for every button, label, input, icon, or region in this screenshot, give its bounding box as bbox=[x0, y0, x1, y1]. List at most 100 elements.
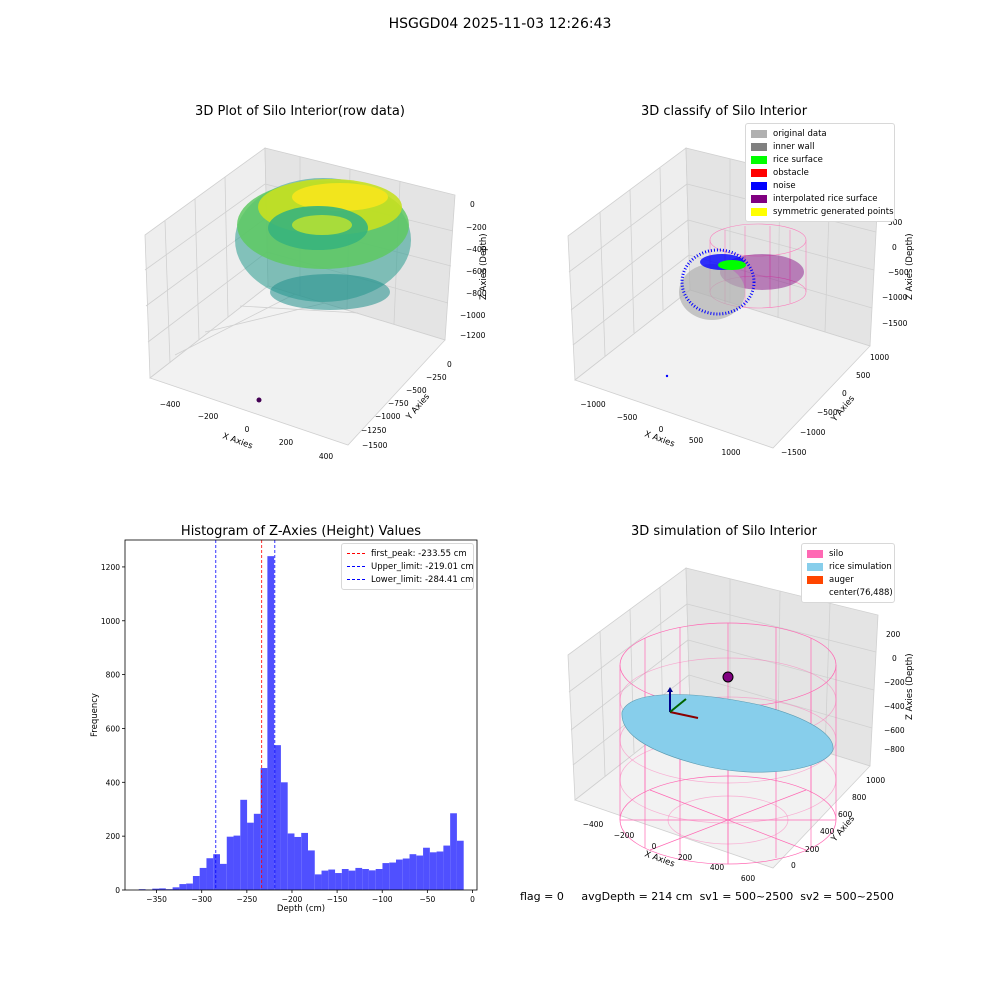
simulation-xtick: 200 bbox=[678, 853, 693, 862]
legend-line bbox=[347, 566, 365, 567]
simulation-panel-title: 3D simulation of Silo Interior bbox=[631, 524, 817, 539]
histogram-ytick-label: 1200 bbox=[101, 563, 120, 572]
simulation-xtick: 600 bbox=[741, 874, 756, 883]
histogram-xtick-label: −250 bbox=[237, 895, 258, 904]
legend-swatch bbox=[751, 207, 767, 216]
raw-ytick: −500 bbox=[406, 386, 427, 395]
classify-original-data bbox=[679, 264, 745, 320]
legend-swatch bbox=[807, 575, 823, 584]
simulation-zlabel: Z Axies (Depth) bbox=[905, 653, 915, 720]
histogram-bars bbox=[138, 556, 464, 890]
histogram-ylabel: Frequency bbox=[90, 693, 100, 737]
raw-ytick: 0 bbox=[447, 360, 452, 369]
raw-ztick: −1200 bbox=[460, 331, 486, 340]
raw-zlabel: Z Axies (Depth) bbox=[479, 233, 489, 300]
classify-ytick: −1500 bbox=[781, 448, 807, 457]
histogram-bar bbox=[138, 889, 146, 890]
raw-outlier-point bbox=[256, 397, 262, 403]
raw-ztick: 0 bbox=[470, 200, 475, 209]
histogram-ytick-label: 800 bbox=[106, 671, 121, 680]
histogram-ytick-label: 600 bbox=[106, 724, 121, 733]
legend-entry-center: center(76,488) bbox=[807, 586, 893, 599]
classify-xtick: 1000 bbox=[721, 448, 740, 457]
histogram-bar bbox=[368, 870, 376, 890]
histogram-bar bbox=[402, 858, 410, 890]
histogram-bar bbox=[355, 867, 363, 890]
classify-ytick: −1000 bbox=[800, 428, 826, 437]
classify-ztick: −1500 bbox=[882, 319, 908, 328]
legend-swatch bbox=[807, 588, 823, 597]
legend-entry-first-peak: first_peak: -233.55 cm bbox=[347, 547, 468, 560]
histogram-bar bbox=[274, 745, 281, 890]
histogram-bar bbox=[253, 813, 261, 890]
legend-entry-interpolated: interpolated rice surface bbox=[751, 192, 889, 205]
histogram-bar bbox=[233, 835, 241, 890]
histogram-bar bbox=[186, 883, 193, 890]
raw-ztick: −600 bbox=[466, 267, 487, 276]
histogram-xtick-label: −100 bbox=[372, 895, 393, 904]
classify-zlabel: Z Axies (Depth) bbox=[905, 233, 915, 300]
histogram-xtick-label: −200 bbox=[282, 895, 303, 904]
histogram-bar bbox=[152, 888, 160, 890]
histogram-bar bbox=[294, 836, 302, 890]
simulation-ztick: −600 bbox=[884, 726, 905, 735]
simulation-xtick: −200 bbox=[614, 831, 635, 840]
histogram-bar bbox=[429, 852, 437, 890]
legend-entry-inner-wall: inner wall bbox=[751, 140, 889, 153]
classify-rice-surface bbox=[718, 260, 746, 270]
legend-entry-rice-simulation: rice simulation bbox=[807, 560, 892, 573]
histogram-bar bbox=[226, 836, 234, 890]
histogram-bar bbox=[450, 813, 457, 890]
simulation-legend: silo rice simulation auger center(76,488… bbox=[801, 543, 895, 603]
histogram-xtick-label: −350 bbox=[146, 895, 167, 904]
simulation-ztick: 200 bbox=[886, 630, 901, 639]
raw-ztick: −800 bbox=[466, 289, 487, 298]
histogram-ytick-label: 0 bbox=[115, 886, 120, 895]
histogram-xtick-label: −300 bbox=[191, 895, 212, 904]
histogram-bar bbox=[307, 850, 315, 890]
legend-swatch bbox=[751, 142, 767, 151]
simulation-ztick: 0 bbox=[892, 654, 897, 663]
legend-entry-upper-limit: Upper_limit: -219.01 cm bbox=[347, 560, 474, 573]
histogram-bar bbox=[416, 855, 424, 890]
histogram-ytick-label: 200 bbox=[106, 832, 121, 841]
classify-ztick: 0 bbox=[892, 243, 897, 252]
simulation-xtick: 0 bbox=[652, 842, 657, 851]
legend-line bbox=[347, 553, 365, 554]
raw-xtick: 0 bbox=[245, 425, 250, 434]
classify-ytick: −500 bbox=[817, 408, 838, 417]
raw-xtick: 200 bbox=[279, 438, 294, 447]
histogram-bar bbox=[395, 859, 403, 890]
histogram-bar bbox=[280, 782, 288, 890]
legend-entry-lower-limit: Lower_limit: -284.41 cm bbox=[347, 573, 473, 586]
histogram-bar bbox=[179, 884, 187, 890]
legend-entry-original-data: original data bbox=[751, 127, 889, 140]
histogram-bar bbox=[172, 887, 180, 890]
simulation-center-marker bbox=[722, 671, 734, 683]
histogram-bar bbox=[375, 869, 383, 890]
legend-entry-obstacle: obstacle bbox=[751, 166, 889, 179]
classify-xtick: −500 bbox=[617, 413, 638, 422]
classify-legend: original data inner wall rice surface ob… bbox=[745, 123, 895, 222]
histogram-bar bbox=[335, 873, 342, 890]
raw-ztick: −400 bbox=[466, 245, 487, 254]
status-footer: flag = 0 avgDepth = 214 cm sv1 = 500~250… bbox=[520, 890, 894, 903]
simulation-ytick: 1000 bbox=[866, 776, 885, 785]
legend-entry-auger: auger bbox=[807, 573, 889, 586]
histogram-bar bbox=[382, 863, 390, 890]
histogram-bar bbox=[206, 858, 214, 890]
flag-text: flag = 0 bbox=[520, 890, 564, 903]
histogram-bar bbox=[443, 845, 451, 890]
sv2-text: sv2 = 500~2500 bbox=[800, 890, 894, 903]
simulation-xtick: −400 bbox=[583, 820, 604, 829]
sv1-text: sv1 = 500~2500 bbox=[699, 890, 794, 903]
histogram-bar bbox=[362, 869, 369, 890]
histogram-bar bbox=[287, 833, 295, 890]
histogram-yticks: 0 200 400 600 800 1000 1200 bbox=[101, 563, 125, 895]
histogram-bar bbox=[159, 888, 166, 890]
simulation-ytick: 400 bbox=[820, 827, 835, 836]
legend-entry-silo: silo bbox=[807, 547, 889, 560]
